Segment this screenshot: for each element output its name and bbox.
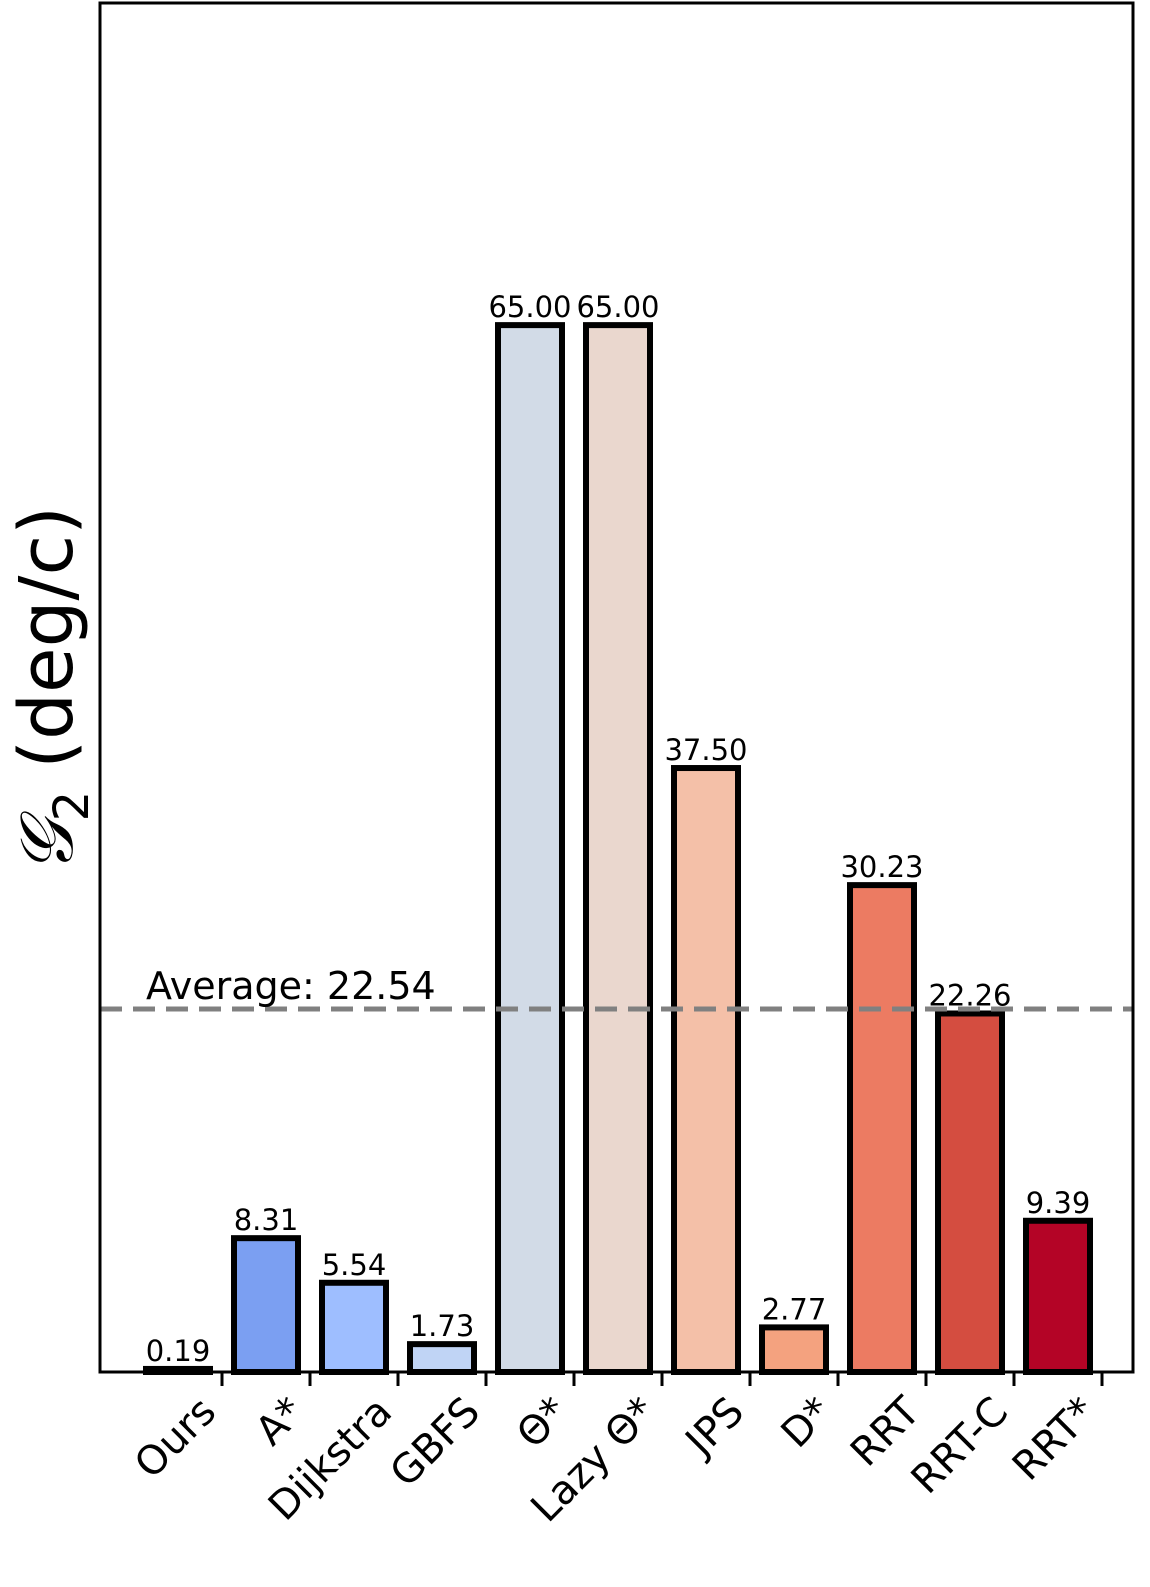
average-layer: Average: 22.54 xyxy=(100,964,1133,1012)
bar-value-label: 37.50 xyxy=(664,733,747,767)
x-tick-label: RRT-C xyxy=(903,1389,1017,1503)
x-tick-label: D* xyxy=(773,1389,841,1457)
bar-value-label: 0.19 xyxy=(146,1334,211,1368)
bar-value-label: 30.23 xyxy=(840,850,923,884)
bar-value-label: 2.77 xyxy=(762,1292,827,1326)
x-tick-label: Ours xyxy=(126,1389,225,1488)
bar- xyxy=(495,322,565,1375)
plot-frame xyxy=(98,1,1135,1374)
x-tick-label: RRT* xyxy=(1004,1389,1105,1490)
bar-dijkstra xyxy=(319,1279,389,1376)
bar-jps xyxy=(671,765,741,1375)
bar-gbfs xyxy=(407,1341,477,1376)
bar-value-label: 9.39 xyxy=(1026,1186,1091,1220)
x-tick-label: JPS xyxy=(675,1389,753,1467)
x-tick-label: A* xyxy=(247,1389,313,1455)
y-axis-label: 𝒢2(deg/c) xyxy=(4,506,100,874)
bar-d xyxy=(759,1324,829,1376)
bar-rrt-c xyxy=(935,1010,1005,1375)
average-label: Average: 22.54 xyxy=(146,964,436,1008)
bar-a xyxy=(231,1235,301,1376)
bar-lazy xyxy=(583,322,653,1375)
bar-value-label: 5.54 xyxy=(322,1248,387,1282)
bar-value-label: 8.31 xyxy=(234,1203,299,1237)
x-tick-label: Θ* xyxy=(508,1389,577,1458)
bar-rrt xyxy=(847,882,917,1376)
bar-value-label: 1.73 xyxy=(410,1309,475,1343)
bar-rrt xyxy=(1023,1217,1093,1375)
bars-layer: 0.19 8.31 5.54 1.73 65.00 65.00 37.50 2.77 30.23… xyxy=(143,290,1093,1376)
x-tick-label: GBFS xyxy=(381,1389,489,1497)
bar-value-label: 65.00 xyxy=(576,290,659,324)
bar-value-label: 65.00 xyxy=(488,290,571,324)
